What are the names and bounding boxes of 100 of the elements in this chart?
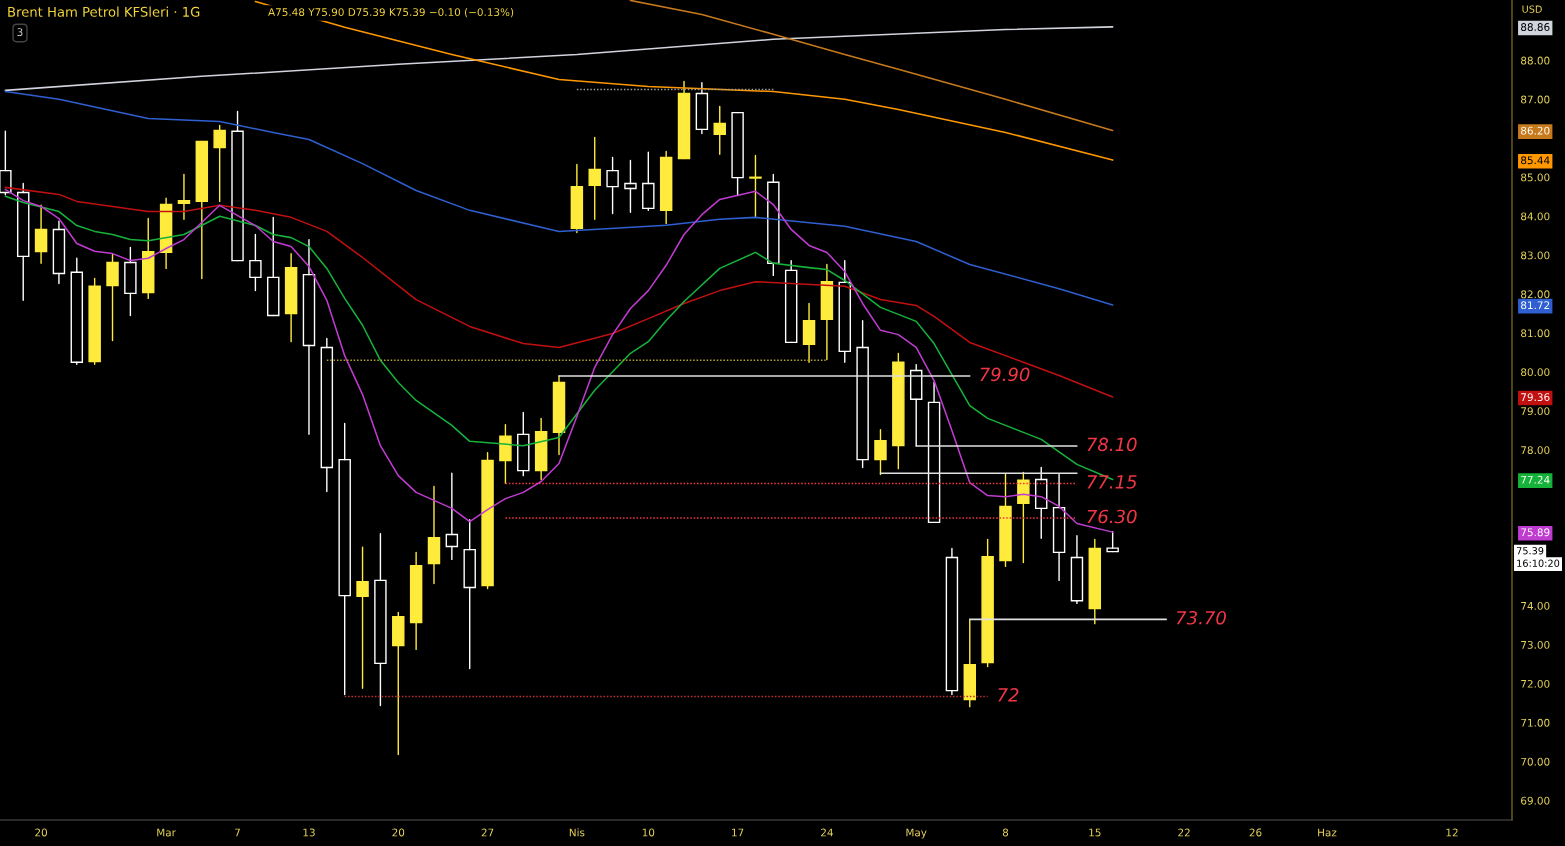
x-tick-label: 22 (1178, 828, 1190, 837)
candlestick (927, 381, 941, 524)
candlestick (802, 302, 816, 363)
y-tick-label: 79.00 (1521, 407, 1550, 416)
candlestick (892, 352, 905, 470)
candlestick (677, 80, 691, 160)
candlestick (106, 253, 119, 342)
x-tick-label: Nis (569, 828, 585, 837)
candlestick (231, 110, 244, 262)
line-series (4, 26, 1114, 92)
y-tick-label: 86.20 (1521, 126, 1550, 135)
candlestick (374, 532, 387, 707)
y-tick-label: 74.00 (1521, 601, 1550, 610)
y-tick-label: 69.00 (1521, 796, 1550, 805)
candlestick (1070, 534, 1084, 605)
candlestick (267, 216, 280, 317)
x-tick-label: 24 (821, 828, 833, 837)
x-tick-label: Haz (1318, 828, 1337, 837)
x-tick-label: 13 (303, 828, 315, 837)
series-label: 79.90 (980, 367, 1030, 382)
candlestick (606, 156, 619, 215)
candlestick (999, 473, 1012, 568)
series-label: 72 (998, 688, 1019, 702)
y-tick-label: 83.00 (1521, 251, 1550, 260)
y-tick-label: 87.00 (1521, 95, 1550, 104)
candlestick (963, 618, 977, 708)
series-label: 76.30 (1087, 509, 1137, 524)
y-tick-label: 77.24 (1521, 475, 1550, 484)
candlestick (624, 159, 637, 213)
series-label: 77.15 (1087, 475, 1137, 489)
text: 16:10:20 (1517, 559, 1560, 567)
candlestick (445, 472, 459, 561)
y-tick-label: 78.00 (1521, 446, 1550, 455)
x-tick-label: 20 (35, 828, 48, 837)
candlestick (213, 124, 226, 203)
candlestick (784, 259, 798, 344)
y-tick-label: 73.00 (1521, 640, 1550, 649)
candlestick (392, 611, 405, 756)
y-tick-label: 85.00 (1521, 173, 1550, 182)
candlestick (124, 246, 137, 317)
candlestick (320, 337, 334, 493)
chart-title: Brent Ham Petrol KFSleri · 1G (8, 6, 200, 17)
candlestick (749, 154, 762, 219)
candlestick (34, 204, 48, 265)
candlestick (570, 163, 584, 234)
y-tick-label: 75.89 (1521, 528, 1550, 537)
candlestick (713, 105, 726, 155)
x-tick-label: 17 (732, 828, 744, 837)
y-tick-label: 79.36 (1521, 393, 1550, 402)
candlestick (1034, 466, 1048, 540)
candlestick (909, 363, 923, 447)
text: A75.48 Y75.90 D75.39 K75.39 −0.10 (−0.13%) (268, 7, 514, 18)
x-tick-label: 20 (392, 828, 405, 837)
line-series (629, 0, 1114, 132)
candlestick (856, 319, 869, 469)
candlestick (874, 428, 887, 476)
series-label: 78.10 (1087, 437, 1137, 452)
y-tick-label: 88.00 (1521, 56, 1550, 65)
candlestick (499, 423, 512, 485)
candlestick (534, 417, 548, 481)
text: USD (1522, 5, 1542, 13)
candlestick (177, 173, 191, 221)
candlestick (195, 140, 209, 280)
y-tick-label: 88.86 (1521, 23, 1550, 31)
candlestick (659, 150, 673, 225)
candlestick (981, 538, 994, 668)
candlestick (1017, 471, 1030, 564)
x-tick-label: 7 (235, 828, 240, 837)
candlestick (52, 220, 66, 285)
annotation: 3 (17, 28, 23, 37)
y-tick-label: 85.44 (1521, 156, 1550, 165)
candlestick (142, 217, 155, 300)
x-tick-label: May (906, 828, 927, 839)
candlestick (409, 551, 423, 651)
y-tick-label: 81.00 (1521, 329, 1550, 338)
candlestick (463, 518, 476, 670)
series-label: 73.70 (1176, 610, 1226, 625)
candlestick (552, 375, 566, 456)
y-tick-label: 80.00 (1521, 368, 1550, 377)
candlestick (0, 130, 12, 196)
candlestick (695, 81, 709, 135)
line-series (4, 90, 1114, 306)
candlestick (1052, 473, 1066, 582)
y-tick-label: 82.00 (1521, 290, 1550, 299)
candlestick (838, 259, 851, 363)
candlestick (16, 182, 30, 302)
x-tick-label: 12 (1446, 828, 1458, 837)
candlestick (517, 411, 530, 477)
candlestick (945, 547, 959, 696)
line-series (254, 0, 1114, 161)
candlestick (767, 173, 780, 277)
candlestick (642, 151, 655, 212)
candlestick (820, 263, 834, 361)
candlestick (427, 485, 441, 585)
candlestick (1088, 538, 1102, 625)
x-tick-label: 26 (1249, 828, 1262, 837)
candlestick (588, 136, 601, 221)
x-tick-label: 8 (1002, 828, 1009, 837)
x-tick-label: Mar (157, 828, 176, 837)
y-tick-label: 71.00 (1521, 718, 1550, 727)
